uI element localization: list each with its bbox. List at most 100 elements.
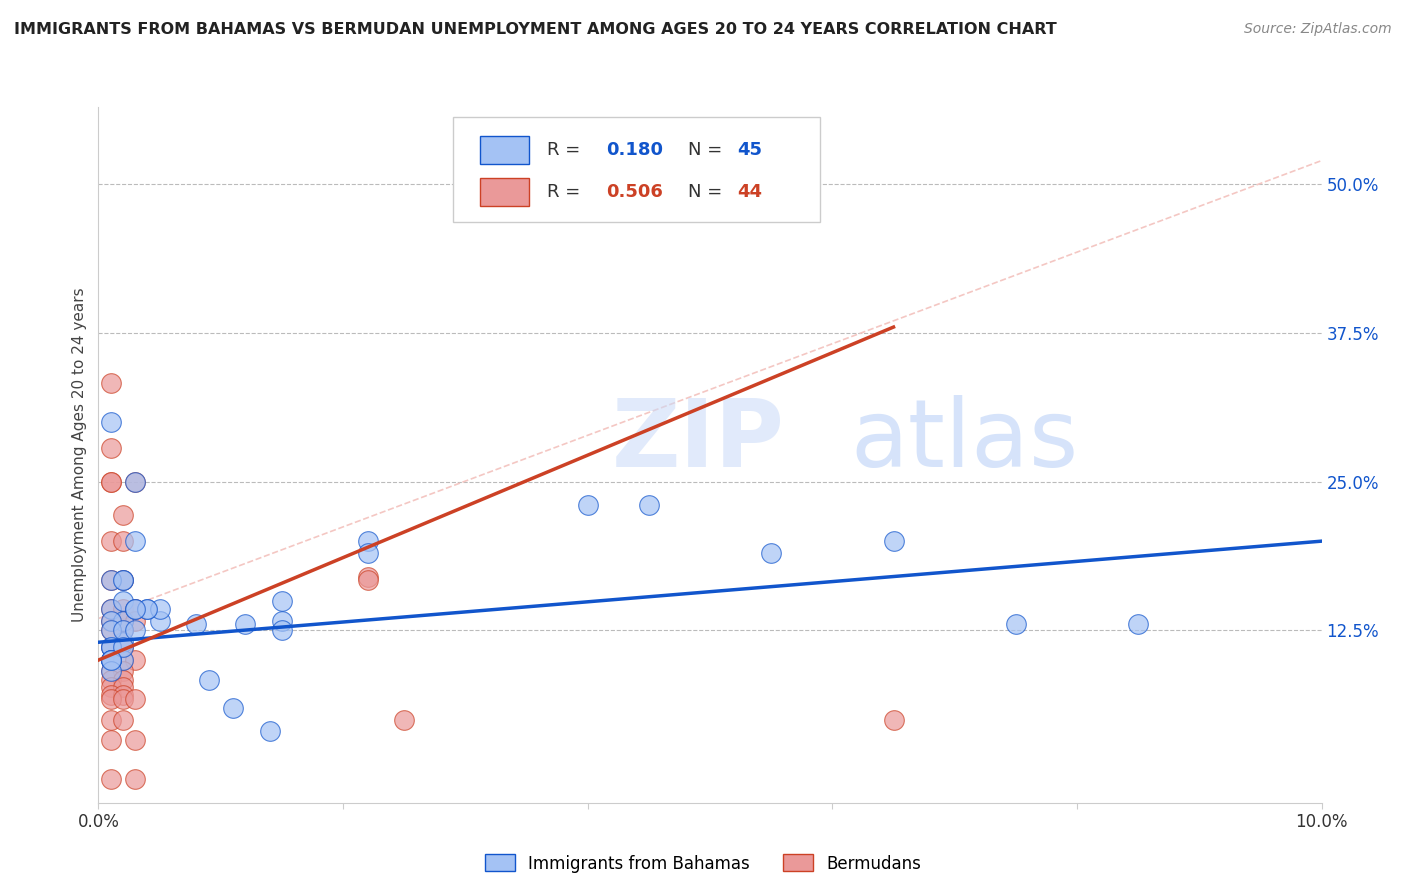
Point <box>100 602 122 616</box>
Point <box>883 534 905 549</box>
Point <box>100 653 122 667</box>
Point <box>1128 617 1150 632</box>
Text: 45: 45 <box>737 141 762 159</box>
Point <box>124 475 146 489</box>
Point <box>111 688 134 702</box>
Point <box>100 653 122 667</box>
Point <box>111 653 134 667</box>
Point <box>759 546 782 560</box>
Point <box>149 602 172 616</box>
Point <box>270 593 292 607</box>
Text: 0.506: 0.506 <box>606 183 664 202</box>
Point <box>136 602 159 616</box>
Point <box>270 614 292 628</box>
Point <box>100 574 122 588</box>
Point <box>136 602 159 616</box>
Y-axis label: Unemployment Among Ages 20 to 24 years: Unemployment Among Ages 20 to 24 years <box>72 287 87 623</box>
Text: R =: R = <box>547 141 586 159</box>
FancyBboxPatch shape <box>479 178 529 206</box>
Point <box>124 602 146 616</box>
Point <box>100 475 122 489</box>
Point <box>111 640 134 654</box>
Text: 0.180: 0.180 <box>606 141 664 159</box>
Point <box>149 614 172 628</box>
Point <box>111 713 134 727</box>
Point <box>222 700 245 714</box>
Point <box>111 692 134 706</box>
Point <box>100 713 122 727</box>
Point <box>100 681 122 695</box>
Point <box>111 624 134 638</box>
Point <box>124 653 146 667</box>
Point <box>100 574 122 588</box>
Point <box>124 614 146 628</box>
Point <box>883 713 905 727</box>
Legend: Immigrants from Bahamas, Bermudans: Immigrants from Bahamas, Bermudans <box>478 847 928 880</box>
Point <box>124 692 146 706</box>
Point <box>111 640 134 654</box>
Text: atlas: atlas <box>851 395 1078 487</box>
Point <box>111 574 134 588</box>
Text: N =: N = <box>688 141 728 159</box>
Point <box>100 534 122 549</box>
Point <box>124 602 146 616</box>
Point <box>186 617 208 632</box>
Point <box>124 772 146 786</box>
Point <box>124 602 146 616</box>
Point <box>392 713 416 727</box>
Point <box>111 508 134 522</box>
Point <box>100 415 122 429</box>
Point <box>356 534 378 549</box>
Point <box>100 614 122 628</box>
Point <box>111 534 134 549</box>
Point <box>356 570 378 584</box>
Point <box>111 602 134 616</box>
Point <box>124 732 146 747</box>
Point <box>124 475 146 489</box>
Point <box>637 499 661 513</box>
Point <box>124 534 146 549</box>
Point <box>111 574 134 588</box>
Text: ZIP: ZIP <box>612 395 785 487</box>
Point <box>100 624 122 638</box>
Point <box>111 574 134 588</box>
Point <box>111 664 134 678</box>
Point <box>100 688 122 702</box>
Point <box>100 614 122 628</box>
Point <box>100 442 122 456</box>
Point <box>111 635 134 649</box>
Point <box>100 673 122 688</box>
Point <box>259 724 281 739</box>
Point <box>197 673 219 688</box>
Point <box>100 602 122 616</box>
Point <box>356 546 378 560</box>
FancyBboxPatch shape <box>479 136 529 163</box>
Text: IMMIGRANTS FROM BAHAMAS VS BERMUDAN UNEMPLOYMENT AMONG AGES 20 TO 24 YEARS CORRE: IMMIGRANTS FROM BAHAMAS VS BERMUDAN UNEM… <box>14 22 1057 37</box>
Point <box>100 692 122 706</box>
Point <box>100 664 122 678</box>
Text: 44: 44 <box>737 183 762 202</box>
Point <box>1004 617 1026 632</box>
Point <box>100 664 122 678</box>
Point <box>111 681 134 695</box>
Point <box>100 653 122 667</box>
Point <box>356 574 378 588</box>
Point <box>111 653 134 667</box>
Point <box>100 653 122 667</box>
Text: N =: N = <box>688 183 728 202</box>
FancyBboxPatch shape <box>453 118 820 222</box>
Point <box>111 614 134 628</box>
Point <box>100 640 122 654</box>
Point <box>100 376 122 390</box>
Text: R =: R = <box>547 183 586 202</box>
Point <box>111 593 134 607</box>
Point <box>576 499 599 513</box>
Point <box>100 640 122 654</box>
Point <box>100 732 122 747</box>
Point <box>124 624 146 638</box>
Point <box>100 772 122 786</box>
Point <box>100 653 122 667</box>
Point <box>270 624 292 638</box>
Point <box>100 624 122 638</box>
Point <box>100 640 122 654</box>
